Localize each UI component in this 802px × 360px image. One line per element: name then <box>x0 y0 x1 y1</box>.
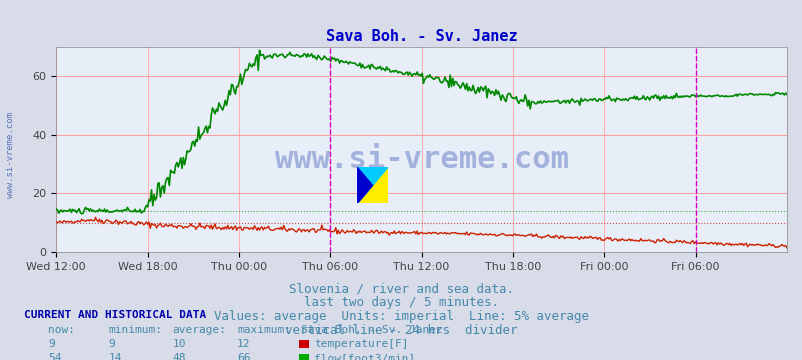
Text: average:: average: <box>172 325 226 335</box>
Text: CURRENT AND HISTORICAL DATA: CURRENT AND HISTORICAL DATA <box>24 310 206 320</box>
Text: 9: 9 <box>108 339 115 349</box>
Text: Values: average  Units: imperial  Line: 5% average: Values: average Units: imperial Line: 5%… <box>214 310 588 323</box>
Text: minimum:: minimum: <box>108 325 162 335</box>
Text: vertical line - 24 hrs  divider: vertical line - 24 hrs divider <box>285 324 517 337</box>
Text: maximum:: maximum: <box>237 325 290 335</box>
Text: 66: 66 <box>237 354 250 360</box>
Polygon shape <box>357 167 372 203</box>
Text: last two days / 5 minutes.: last two days / 5 minutes. <box>304 296 498 309</box>
Text: 48: 48 <box>172 354 186 360</box>
Text: 9: 9 <box>48 339 55 349</box>
Polygon shape <box>357 167 387 203</box>
Text: flow[foot3/min]: flow[foot3/min] <box>314 354 415 360</box>
Text: temperature[F]: temperature[F] <box>314 339 408 349</box>
Title: Sava Boh. - Sv. Janez: Sava Boh. - Sv. Janez <box>326 29 516 44</box>
Text: www.si-vreme.com: www.si-vreme.com <box>6 112 15 198</box>
Text: now:: now: <box>48 325 75 335</box>
Text: 14: 14 <box>108 354 122 360</box>
Polygon shape <box>357 167 387 203</box>
Text: www.si-vreme.com: www.si-vreme.com <box>274 145 568 174</box>
Text: Slovenia / river and sea data.: Slovenia / river and sea data. <box>289 283 513 296</box>
Text: 54: 54 <box>48 354 62 360</box>
Text: 10: 10 <box>172 339 186 349</box>
Text: 12: 12 <box>237 339 250 349</box>
Text: Sava Boh. - Sv. Janez: Sava Boh. - Sv. Janez <box>301 325 443 335</box>
